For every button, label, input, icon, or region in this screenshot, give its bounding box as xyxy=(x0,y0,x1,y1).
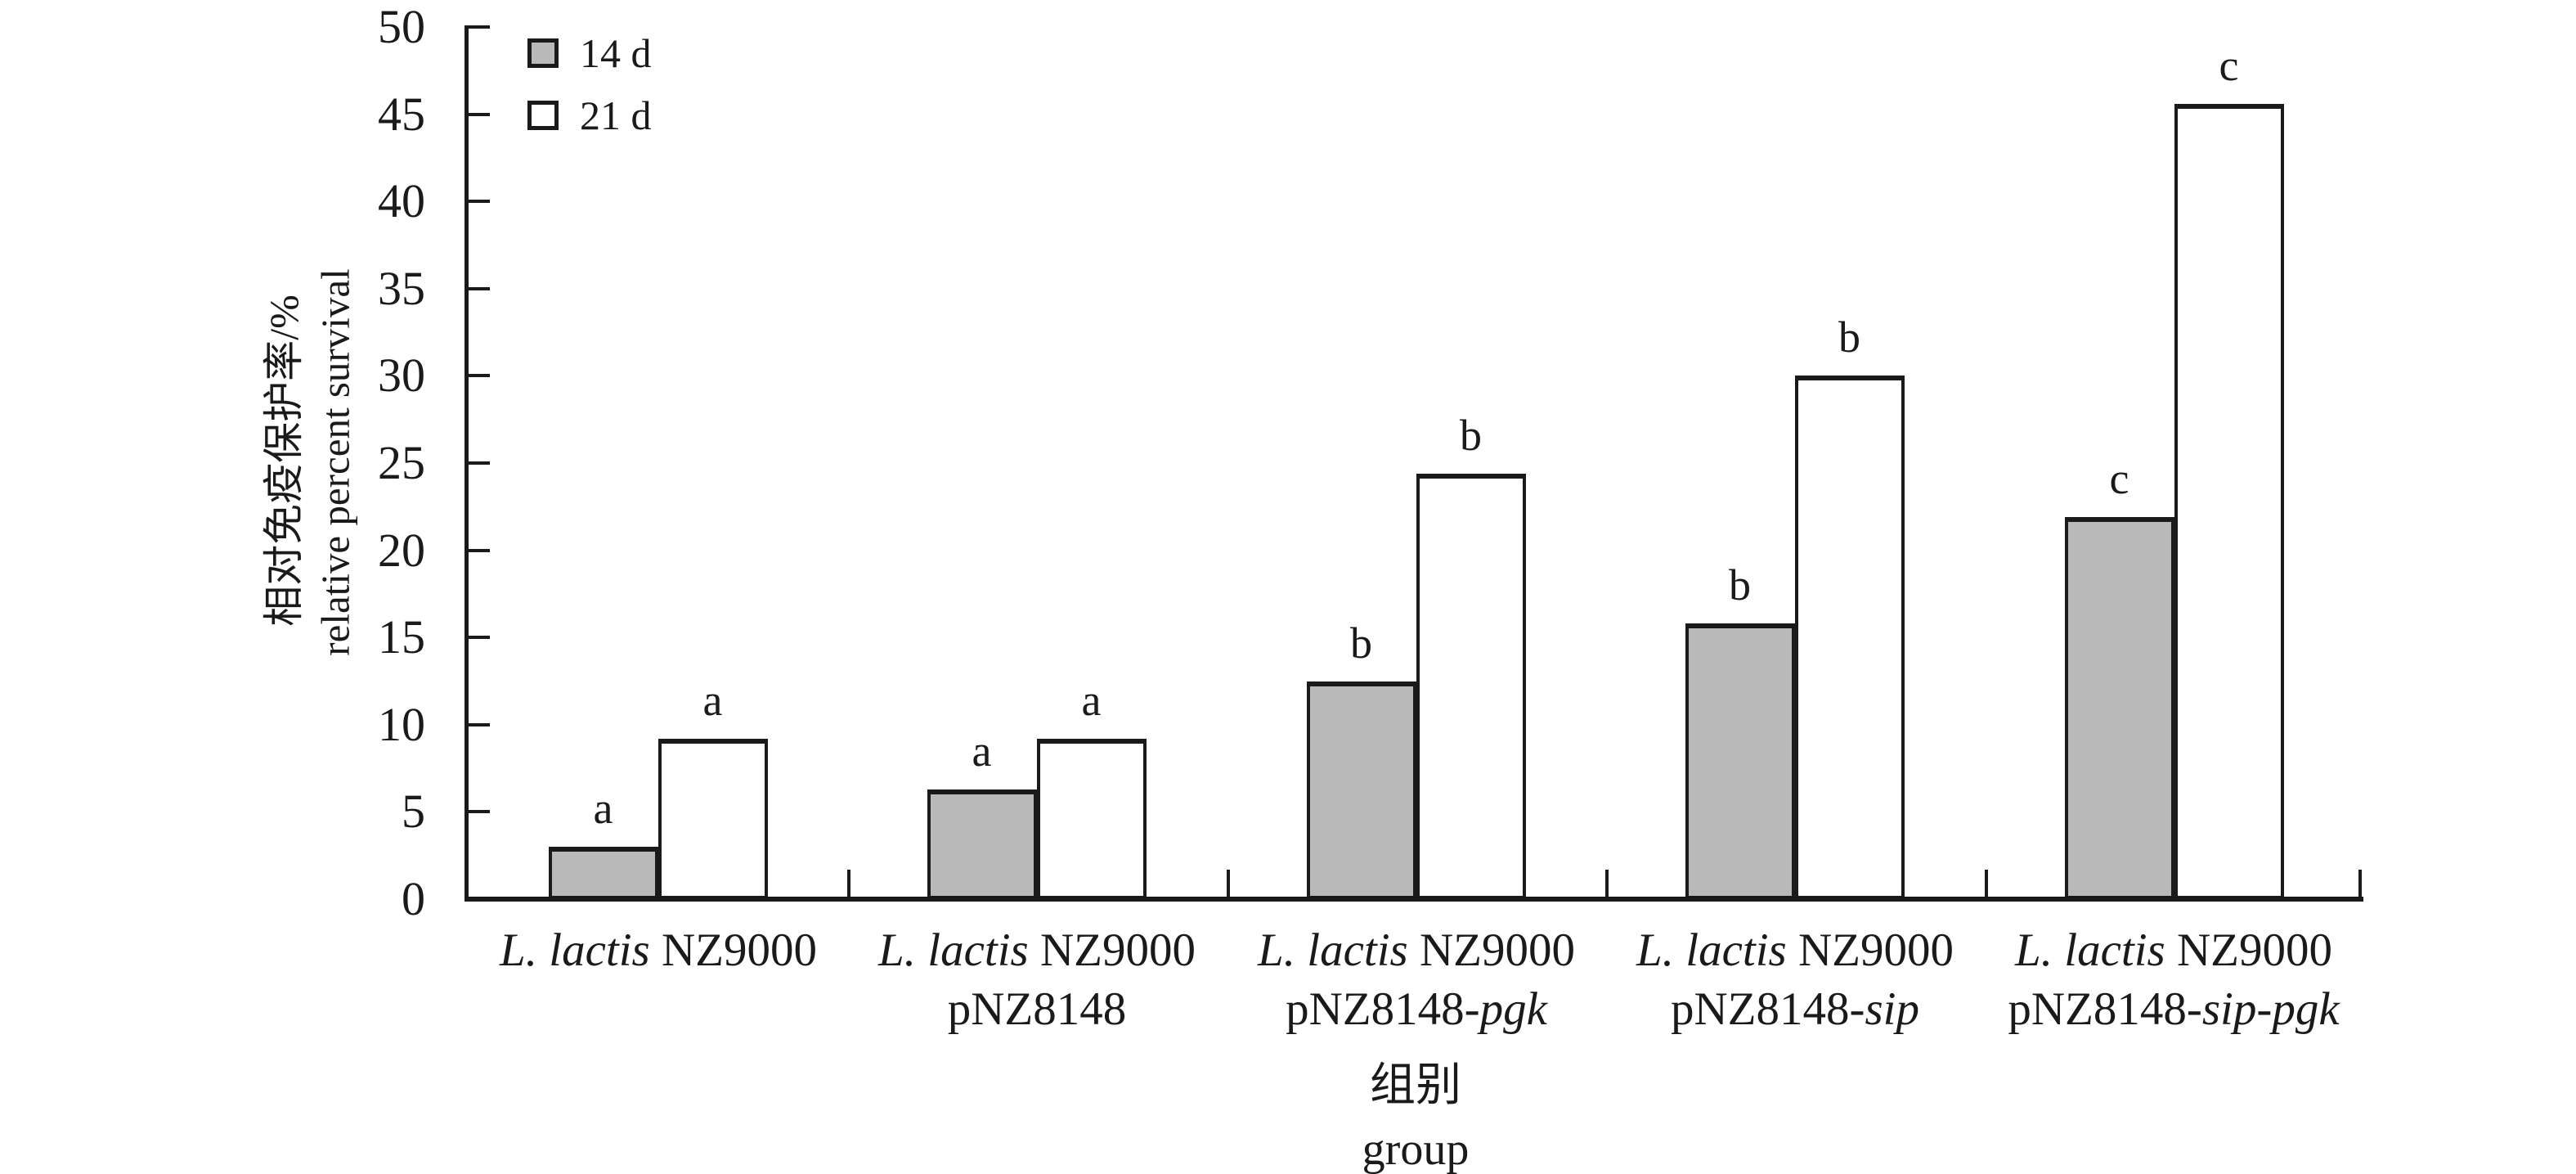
barcell-14d-g2: a xyxy=(927,27,1037,899)
barcell-21d-g5: c xyxy=(2174,27,2284,899)
y-tick xyxy=(469,25,490,29)
barcell-21d-g1: a xyxy=(657,27,768,899)
y-axis-line xyxy=(464,25,469,899)
sig-letter: c xyxy=(2219,40,2239,90)
bar-21d-g1 xyxy=(657,738,768,899)
sig-letter: a xyxy=(702,675,723,725)
ytick-label-30: 30 xyxy=(378,349,425,402)
y-tick xyxy=(469,810,490,813)
plot-area: a a a a b b xyxy=(469,27,2363,899)
x-axis-end-tick xyxy=(2358,870,2362,897)
ytick-label-50: 50 xyxy=(378,0,425,53)
category-line1: L. lactis NZ9000 xyxy=(878,924,1196,976)
sig-letter: c xyxy=(2109,454,2129,504)
ytick-label-40: 40 xyxy=(378,174,425,227)
legend-label-14d: 14 d xyxy=(580,30,652,76)
legend-swatch-14d xyxy=(527,38,559,68)
category-label-1: L. lactis NZ9000 xyxy=(500,921,817,980)
barcell-14d-g1: a xyxy=(548,27,658,899)
x-boundary-tick xyxy=(1605,870,1609,897)
sig-letter: a xyxy=(593,784,613,833)
barcell-14d-g5: c xyxy=(2064,27,2174,899)
category-line2: pNZ8148-sip xyxy=(1671,983,1919,1035)
x-boundary-tick xyxy=(1227,870,1230,897)
bar-group-3: b b xyxy=(1227,27,1605,899)
y-tick xyxy=(469,461,490,465)
barcell-14d-g3: b xyxy=(1306,27,1416,899)
bar-14d-g5 xyxy=(2064,517,2174,899)
ytick-label-0: 0 xyxy=(402,872,425,925)
category-line1: L. lactis NZ9000 xyxy=(2015,924,2332,976)
sig-letter: b xyxy=(1729,560,1751,610)
category-line1: L. lactis NZ9000 xyxy=(500,924,817,976)
x-axis-title-en: group xyxy=(1362,1124,1470,1174)
ytick-label-20: 20 xyxy=(378,524,425,577)
x-axis-title: 组别 group xyxy=(1362,1054,1470,1174)
category-line2: pNZ8148-sip-pgk xyxy=(2008,983,2340,1035)
legend-swatch-21d xyxy=(527,101,559,130)
bar-14d-g3 xyxy=(1306,681,1416,899)
category-line1: L. lactis NZ9000 xyxy=(1636,924,1954,976)
bar-14d-g4 xyxy=(1685,623,1795,899)
sig-letter: a xyxy=(1081,675,1102,725)
category-label-5: L. lactis NZ9000 pNZ8148-sip-pgk xyxy=(2008,921,2339,1039)
bar-21d-g2 xyxy=(1036,738,1147,899)
bar-14d-g1 xyxy=(548,847,658,899)
bar-21d-g3 xyxy=(1416,473,1526,899)
x-boundary-tick xyxy=(1985,870,1988,897)
bar-14d-g2 xyxy=(927,789,1037,899)
category-label-4: L. lactis NZ9000 pNZ8148-sip xyxy=(1636,921,1954,1039)
y-axis-title-zh: 相对免疫保护率/% xyxy=(261,295,307,627)
ytick-label-35: 35 xyxy=(378,262,425,315)
bar-group-2: a a xyxy=(847,27,1226,899)
barcell-21d-g3: b xyxy=(1416,27,1526,899)
category-line1: L. lactis NZ9000 xyxy=(1258,924,1575,976)
sig-letter: a xyxy=(972,726,992,776)
y-axis-title-en: relative percent survival xyxy=(312,268,358,656)
bar-group-4: b b xyxy=(1605,27,1984,899)
sig-letter: b xyxy=(1460,410,1482,460)
ytick-label-25: 25 xyxy=(378,436,425,489)
y-tick xyxy=(469,636,490,639)
legend-item-14d: 14 d xyxy=(527,33,652,74)
y-tick xyxy=(469,374,490,377)
y-tick xyxy=(469,113,490,116)
legend-label-21d: 21 d xyxy=(580,92,652,138)
barcell-21d-g2: a xyxy=(1036,27,1147,899)
category-label-2: L. lactis NZ9000 pNZ8148 xyxy=(878,921,1196,1039)
bar-21d-g4 xyxy=(1794,376,1905,899)
x-boundary-tick xyxy=(847,870,850,897)
bar-21d-g5 xyxy=(2174,103,2284,899)
x-axis-title-zh: 组别 xyxy=(1370,1060,1461,1111)
x-axis-line xyxy=(464,897,2363,902)
sig-letter: b xyxy=(1350,618,1372,668)
category-label-3: L. lactis NZ9000 pNZ8148-pgk xyxy=(1258,921,1575,1039)
legend: 14 d 21 d xyxy=(527,33,652,157)
ytick-label-5: 5 xyxy=(402,785,425,838)
ytick-label-10: 10 xyxy=(378,698,425,751)
y-tick xyxy=(469,723,490,726)
barcell-14d-g4: b xyxy=(1685,27,1795,899)
bar-group-1: a a xyxy=(469,27,847,899)
legend-item-21d: 21 d xyxy=(527,95,652,136)
y-tick xyxy=(469,287,490,290)
y-tick xyxy=(469,549,490,552)
category-line2: pNZ8148 xyxy=(947,983,1127,1035)
y-tick xyxy=(469,200,490,203)
category-line2: pNZ8148-pgk xyxy=(1286,983,1547,1035)
barcell-21d-g4: b xyxy=(1794,27,1905,899)
sig-letter: b xyxy=(1838,313,1860,362)
ytick-label-15: 15 xyxy=(378,610,425,663)
bar-group-5: c c xyxy=(1985,27,2363,899)
ytick-label-45: 45 xyxy=(378,88,425,141)
